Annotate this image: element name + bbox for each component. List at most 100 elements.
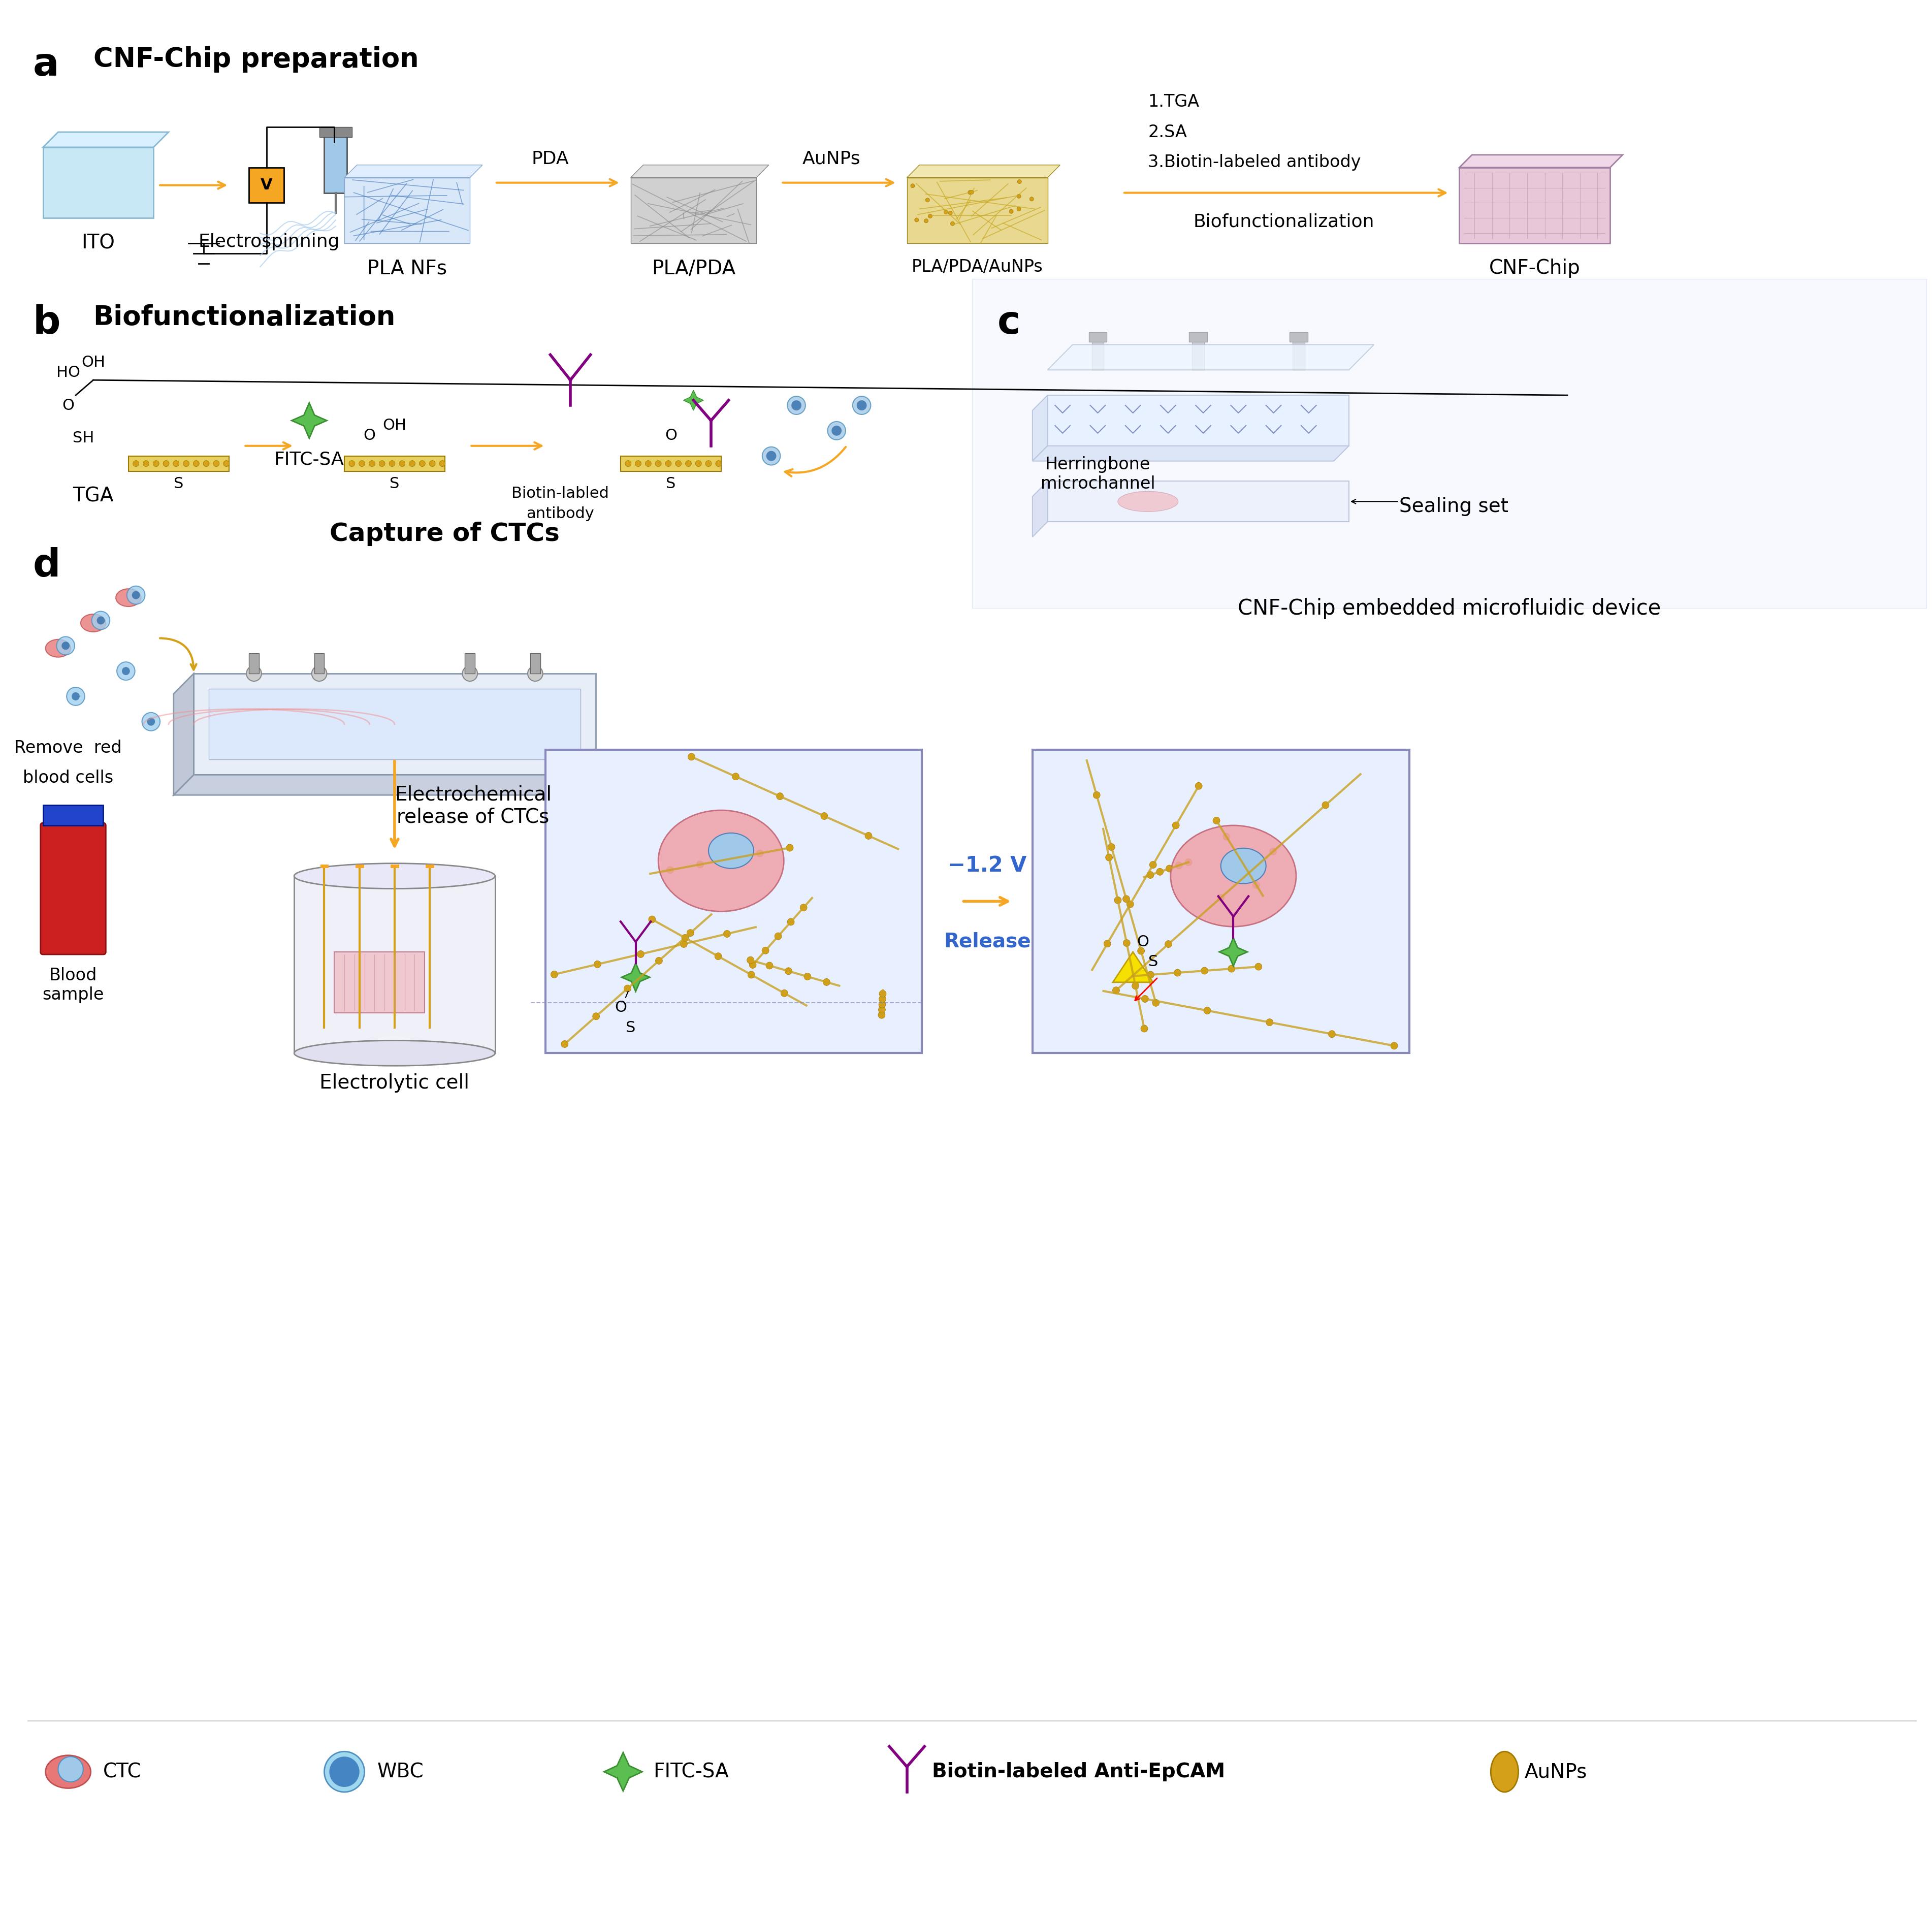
Text: Herringbone
microchannel: Herringbone microchannel <box>1039 456 1155 493</box>
Text: Electrospinning: Electrospinning <box>199 234 340 251</box>
Circle shape <box>1269 847 1277 855</box>
Text: 1.TGA: 1.TGA <box>1148 94 1200 109</box>
Ellipse shape <box>659 811 784 911</box>
Circle shape <box>122 667 129 675</box>
Circle shape <box>388 460 394 466</box>
Ellipse shape <box>325 1752 365 1792</box>
Circle shape <box>879 1006 885 1014</box>
Circle shape <box>1321 801 1329 809</box>
Circle shape <box>58 1756 83 1783</box>
FancyBboxPatch shape <box>193 673 595 774</box>
Circle shape <box>831 426 840 435</box>
Text: S: S <box>1148 955 1157 970</box>
Text: Biofunctionalization: Biofunctionalization <box>1192 213 1374 230</box>
Circle shape <box>748 972 755 978</box>
Ellipse shape <box>1117 491 1179 512</box>
Circle shape <box>551 970 558 978</box>
Text: SH: SH <box>71 431 95 445</box>
Ellipse shape <box>1171 826 1296 926</box>
Circle shape <box>311 665 327 681</box>
Circle shape <box>823 978 831 985</box>
Polygon shape <box>1047 345 1374 370</box>
Circle shape <box>943 211 947 215</box>
Circle shape <box>1122 939 1130 947</box>
Circle shape <box>379 460 384 466</box>
Polygon shape <box>1219 937 1246 966</box>
Text: Release: Release <box>943 932 1030 951</box>
Text: AuNPs: AuNPs <box>1524 1762 1586 1781</box>
Text: Blood
sample: Blood sample <box>43 966 104 1003</box>
Circle shape <box>1155 868 1163 876</box>
Circle shape <box>682 934 688 941</box>
Ellipse shape <box>709 834 753 868</box>
Text: OH: OH <box>81 355 104 370</box>
Circle shape <box>1105 853 1113 861</box>
Circle shape <box>781 989 788 997</box>
FancyBboxPatch shape <box>1088 332 1107 341</box>
Circle shape <box>1204 1006 1211 1014</box>
Text: CNF-Chip preparation: CNF-Chip preparation <box>93 46 419 73</box>
Circle shape <box>879 991 887 997</box>
Text: HO: HO <box>56 366 79 380</box>
Circle shape <box>1115 897 1121 903</box>
FancyBboxPatch shape <box>249 654 259 673</box>
Circle shape <box>1142 995 1148 1003</box>
Circle shape <box>1173 822 1179 828</box>
Circle shape <box>1327 1031 1335 1037</box>
Ellipse shape <box>116 589 141 606</box>
FancyBboxPatch shape <box>344 456 444 472</box>
Circle shape <box>439 460 444 466</box>
Text: Sealing set: Sealing set <box>1399 497 1507 516</box>
FancyBboxPatch shape <box>249 167 284 203</box>
Circle shape <box>696 861 703 868</box>
Circle shape <box>1223 834 1229 840</box>
Circle shape <box>147 717 155 727</box>
FancyBboxPatch shape <box>43 148 153 219</box>
Text: S: S <box>174 475 184 491</box>
Text: AuNPs: AuNPs <box>802 150 860 167</box>
Circle shape <box>56 636 75 656</box>
Circle shape <box>655 460 661 466</box>
Circle shape <box>715 460 721 466</box>
Text: Biotin-labled: Biotin-labled <box>512 487 609 500</box>
Text: O: O <box>363 427 375 443</box>
Text: PLA/PDA: PLA/PDA <box>651 259 736 278</box>
Text: S: S <box>667 475 676 491</box>
Circle shape <box>767 450 777 460</box>
Text: Electrochemical
release of CTCs: Electrochemical release of CTCs <box>394 784 551 826</box>
Circle shape <box>705 460 711 466</box>
Circle shape <box>688 753 696 761</box>
Ellipse shape <box>1490 1752 1519 1792</box>
Text: b: b <box>33 305 60 341</box>
Circle shape <box>369 460 375 466</box>
Circle shape <box>400 460 406 466</box>
Circle shape <box>1132 982 1138 989</box>
Circle shape <box>1103 939 1111 947</box>
Circle shape <box>750 960 755 968</box>
Circle shape <box>1148 972 1153 978</box>
Text: FITC-SA: FITC-SA <box>653 1762 728 1781</box>
FancyBboxPatch shape <box>1459 167 1609 243</box>
FancyBboxPatch shape <box>1289 408 1308 418</box>
Circle shape <box>116 661 135 681</box>
FancyBboxPatch shape <box>529 654 541 673</box>
Circle shape <box>1146 872 1153 878</box>
Circle shape <box>968 190 972 194</box>
FancyBboxPatch shape <box>1188 332 1207 341</box>
Circle shape <box>247 665 261 681</box>
Circle shape <box>821 813 827 820</box>
Circle shape <box>462 665 477 681</box>
FancyBboxPatch shape <box>294 876 495 1052</box>
Circle shape <box>879 1001 885 1008</box>
Circle shape <box>755 849 763 857</box>
Circle shape <box>927 215 931 219</box>
Circle shape <box>804 974 811 980</box>
Circle shape <box>1165 941 1171 947</box>
Circle shape <box>1107 843 1115 851</box>
Circle shape <box>133 460 139 466</box>
FancyBboxPatch shape <box>209 688 580 759</box>
Circle shape <box>1122 895 1130 903</box>
Circle shape <box>784 968 792 974</box>
Text: O: O <box>665 427 676 443</box>
FancyBboxPatch shape <box>1092 339 1103 370</box>
